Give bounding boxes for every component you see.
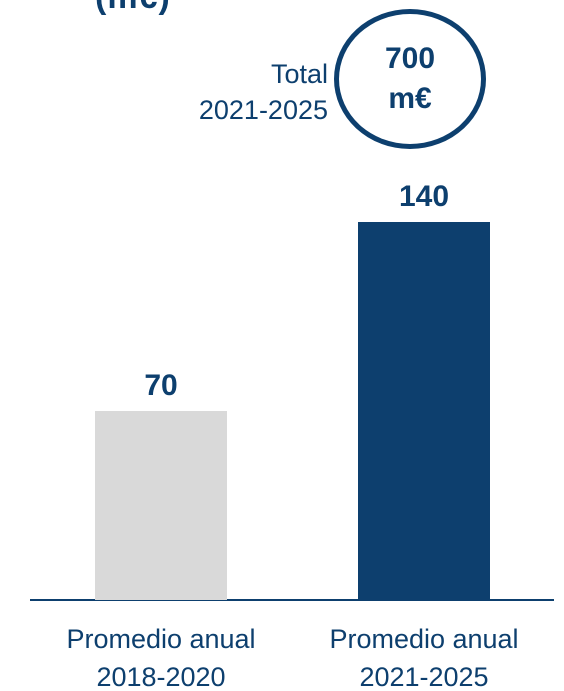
value-label-2021-2025: 140 xyxy=(399,180,449,213)
value-labels-group: 70 140 xyxy=(144,180,449,402)
bars-group xyxy=(95,222,490,600)
bar-2021-2025 xyxy=(358,222,490,600)
category-label-line2: 2018-2020 xyxy=(96,662,226,691)
category-label-line2: 2021-2025 xyxy=(359,662,489,691)
total-value-unit: m€ xyxy=(388,82,432,115)
category-label-2021-2025: Promedio anual 2021-2025 xyxy=(294,620,554,691)
chart-title-fragment: (m€) xyxy=(95,0,171,17)
total-label-line2: 2021-2025 xyxy=(198,95,328,125)
total-label: Total 2021-2025 xyxy=(128,56,328,128)
total-value-circle: 700 m€ xyxy=(334,9,486,149)
value-label-2018-2020: 70 xyxy=(144,369,177,402)
bar-2018-2020 xyxy=(95,411,227,600)
category-label-2018-2020: Promedio anual 2018-2020 xyxy=(31,620,291,691)
category-label-line1: Promedio anual xyxy=(66,624,256,654)
total-label-line1: Total xyxy=(270,59,328,89)
total-value-number: 700 xyxy=(384,42,436,75)
category-label-line1: Promedio anual xyxy=(329,624,519,654)
